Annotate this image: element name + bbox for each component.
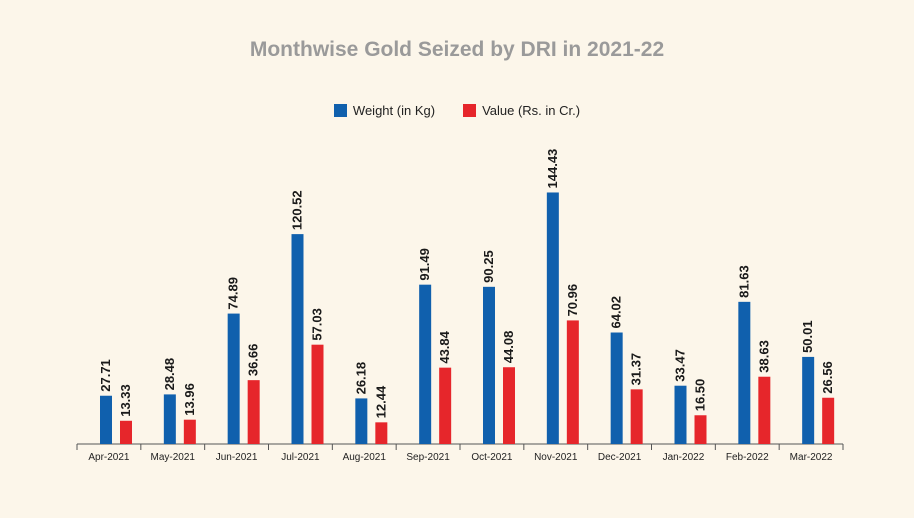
bar-weight-jan-2022 [674, 385, 687, 444]
bar-value-dec-2021 [630, 389, 643, 444]
x-tick-label-feb-2022: Feb-2022 [726, 452, 769, 463]
legend: Weight (in Kg) Value (Rs. in Cr.) [0, 103, 914, 118]
data-label-weight-nov-2021: 144.43 [545, 149, 560, 189]
bar-weight-nov-2021 [546, 192, 559, 444]
data-label-value-apr-2021: 13.33 [118, 384, 133, 417]
bar-value-feb-2022 [758, 376, 771, 444]
x-tick-label-aug-2021: Aug-2021 [343, 452, 387, 463]
x-tick-label-apr-2021: Apr-2021 [88, 452, 130, 463]
bar-weight-sep-2021 [419, 284, 432, 444]
data-label-weight-dec-2021: 64.02 [609, 296, 624, 329]
data-label-value-oct-2021: 44.08 [501, 331, 516, 364]
data-label-weight-aug-2021: 26.18 [353, 362, 368, 395]
x-tick-label-jan-2022: Jan-2022 [663, 452, 705, 463]
data-label-weight-oct-2021: 90.25 [481, 250, 496, 283]
bar-weight-may-2021 [163, 394, 176, 444]
data-label-weight-sep-2021: 91.49 [417, 248, 432, 281]
data-label-weight-mar-2022: 50.01 [800, 320, 815, 353]
chart-title: Monthwise Gold Seized by DRI in 2021-22 [249, 38, 665, 61]
data-label-weight-jul-2021: 120.52 [290, 190, 305, 230]
bar-weight-jun-2021 [227, 313, 240, 444]
x-tick-label-dec-2021: Dec-2021 [598, 452, 642, 463]
bar-value-jun-2021 [247, 380, 260, 444]
bar-value-apr-2021 [120, 420, 132, 444]
data-label-value-jul-2021: 57.03 [310, 308, 325, 341]
data-label-value-feb-2022: 38.63 [756, 340, 771, 373]
data-label-value-dec-2021: 31.37 [629, 353, 644, 386]
legend-swatch-value [463, 104, 477, 117]
data-label-value-sep-2021: 43.84 [437, 330, 452, 363]
bar-weight-dec-2021 [610, 332, 623, 444]
bar-weight-oct-2021 [483, 286, 495, 444]
bar-value-aug-2021 [375, 422, 388, 444]
bar-weight-mar-2022 [802, 356, 815, 444]
legend-item-weight: Weight (in Kg) [333, 103, 436, 118]
bar-value-sep-2021 [439, 367, 452, 444]
bar-weight-jul-2021 [291, 234, 304, 444]
bar-weight-aug-2021 [355, 398, 368, 444]
data-label-weight-jun-2021: 74.89 [226, 277, 241, 310]
x-tick-label-mar-2022: Mar-2022 [790, 452, 833, 463]
x-tick-label-may-2021: May-2021 [151, 452, 196, 463]
data-label-value-jan-2022: 16.50 [693, 379, 708, 412]
bar-value-mar-2022 [822, 397, 835, 444]
bar-value-oct-2021 [503, 367, 515, 444]
x-tick-label-jun-2021: Jun-2021 [216, 452, 258, 463]
bar-value-may-2021 [183, 419, 196, 444]
bar-weight-apr-2021 [100, 395, 112, 444]
bar-value-jan-2022 [694, 415, 707, 444]
data-label-weight-jan-2022: 33.47 [673, 349, 688, 382]
data-label-value-may-2021: 13.96 [182, 383, 197, 416]
x-tick-label-jul-2021: Jul-2021 [281, 452, 320, 463]
bar-value-nov-2021 [566, 320, 579, 444]
legend-label-value: Value (Rs. in Cr.) [482, 103, 581, 118]
data-label-value-jun-2021: 36.66 [246, 344, 261, 377]
data-label-value-mar-2022: 26.56 [820, 361, 835, 394]
legend-label-weight: Weight (in Kg) [352, 103, 436, 118]
data-label-value-nov-2021: 70.96 [565, 284, 580, 317]
x-tick-label-sep-2021: Sep-2021 [406, 452, 450, 463]
data-label-weight-apr-2021: 27.71 [98, 359, 113, 392]
legend-item-value: Value (Rs. in Cr.) [463, 103, 580, 118]
data-label-weight-feb-2022: 81.63 [736, 265, 751, 298]
data-label-weight-may-2021: 28.48 [162, 358, 177, 391]
x-tick-label-oct-2021: Oct-2021 [471, 452, 513, 463]
x-tick-label-nov-2021: Nov-2021 [534, 452, 578, 463]
bar-value-jul-2021 [311, 344, 324, 444]
data-label-value-aug-2021: 12.44 [373, 385, 388, 418]
legend-swatch-weight [333, 104, 347, 117]
bar-weight-feb-2022 [738, 301, 751, 444]
